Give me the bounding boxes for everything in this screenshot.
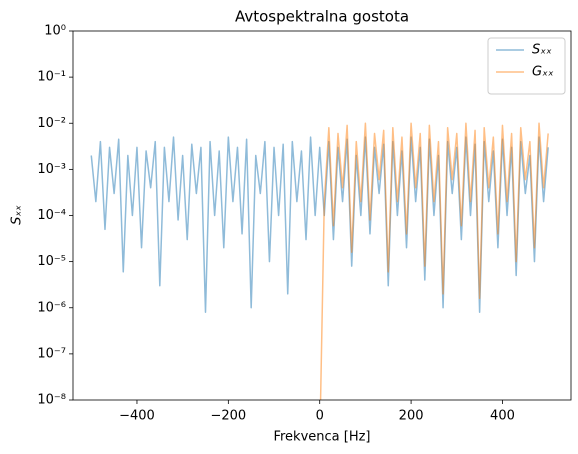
y-tick-label: 10⁰ <box>44 24 66 39</box>
x-tick-label: −200 <box>210 409 246 424</box>
y-tick-label: 10⁻¹ <box>37 70 66 85</box>
legend-label: Sₓₓ <box>532 43 552 58</box>
legend-label: Gₓₓ <box>532 65 554 80</box>
y-tick-label: 10⁻⁷ <box>37 346 66 361</box>
chart-title: Avtospektralna gostota <box>235 8 409 26</box>
y-tick-label: 10⁻² <box>37 116 66 131</box>
y-tick-label: 10⁻⁵ <box>37 254 66 269</box>
x-tick-label: −400 <box>119 409 155 424</box>
legend-box <box>487 37 566 95</box>
spectrum-line <box>319 122 549 400</box>
x-tick-label: 400 <box>490 409 515 424</box>
x-axis-label: Frekvenca [Hz] <box>273 430 370 445</box>
x-tick-label: 200 <box>399 409 424 424</box>
x-tick-label: 0 <box>316 409 324 424</box>
y-tick-label: 10⁻⁴ <box>37 208 66 223</box>
y-axis-label: Sₓₓ <box>10 205 25 225</box>
y-tick-label: 10⁻⁶ <box>37 300 66 315</box>
y-tick-label: 10⁻⁸ <box>37 393 66 408</box>
spectrum-line <box>90 136 549 313</box>
y-tick-label: 10⁻³ <box>37 162 66 177</box>
plot-area <box>90 122 549 400</box>
